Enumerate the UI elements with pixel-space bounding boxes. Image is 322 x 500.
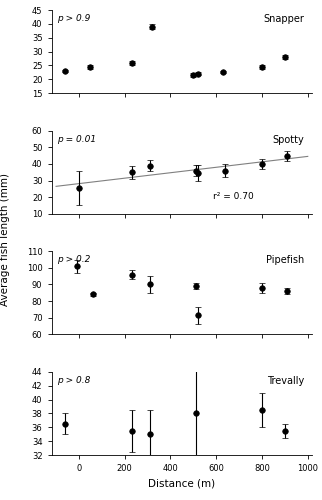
Text: Snapper: Snapper: [264, 14, 305, 24]
Text: Average fish length (mm): Average fish length (mm): [0, 174, 10, 306]
X-axis label: Distance (m): Distance (m): [148, 478, 215, 488]
Text: p > 0.8: p > 0.8: [57, 376, 90, 385]
Text: p > 0.9: p > 0.9: [57, 14, 90, 23]
Text: p = 0.01: p = 0.01: [57, 135, 96, 144]
Text: p > 0.2: p > 0.2: [57, 256, 90, 264]
Text: Spotty: Spotty: [273, 135, 305, 145]
Text: Pipefish: Pipefish: [266, 256, 305, 266]
Text: Trevally: Trevally: [267, 376, 305, 386]
Text: r² = 0.70: r² = 0.70: [213, 192, 254, 202]
